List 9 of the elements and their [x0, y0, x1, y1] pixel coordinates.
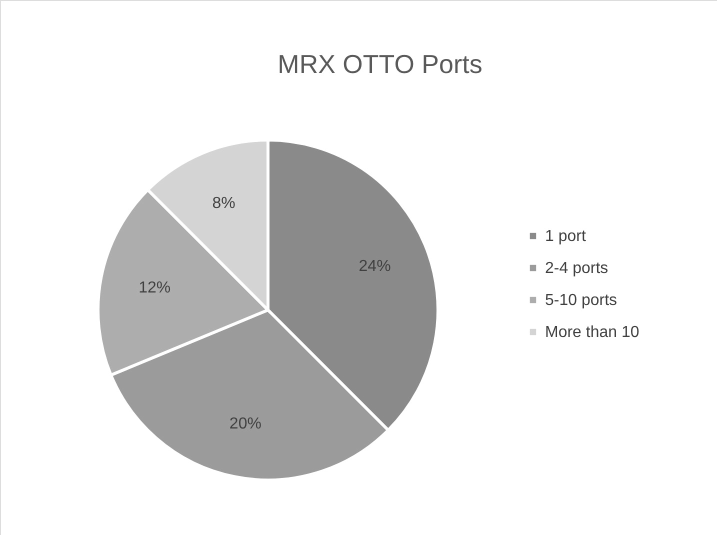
chart-title: MRX OTTO Ports — [278, 49, 482, 79]
legend-label: More than 10 — [545, 324, 640, 341]
legend-label: 2-4 ports — [545, 260, 608, 277]
data-label: 24% — [358, 258, 391, 275]
data-label: 20% — [229, 415, 262, 432]
legend-label: 1 port — [545, 228, 586, 245]
data-label: 12% — [138, 279, 171, 296]
data-label: 8% — [212, 195, 236, 212]
legend-label: 5-10 ports — [545, 292, 618, 309]
